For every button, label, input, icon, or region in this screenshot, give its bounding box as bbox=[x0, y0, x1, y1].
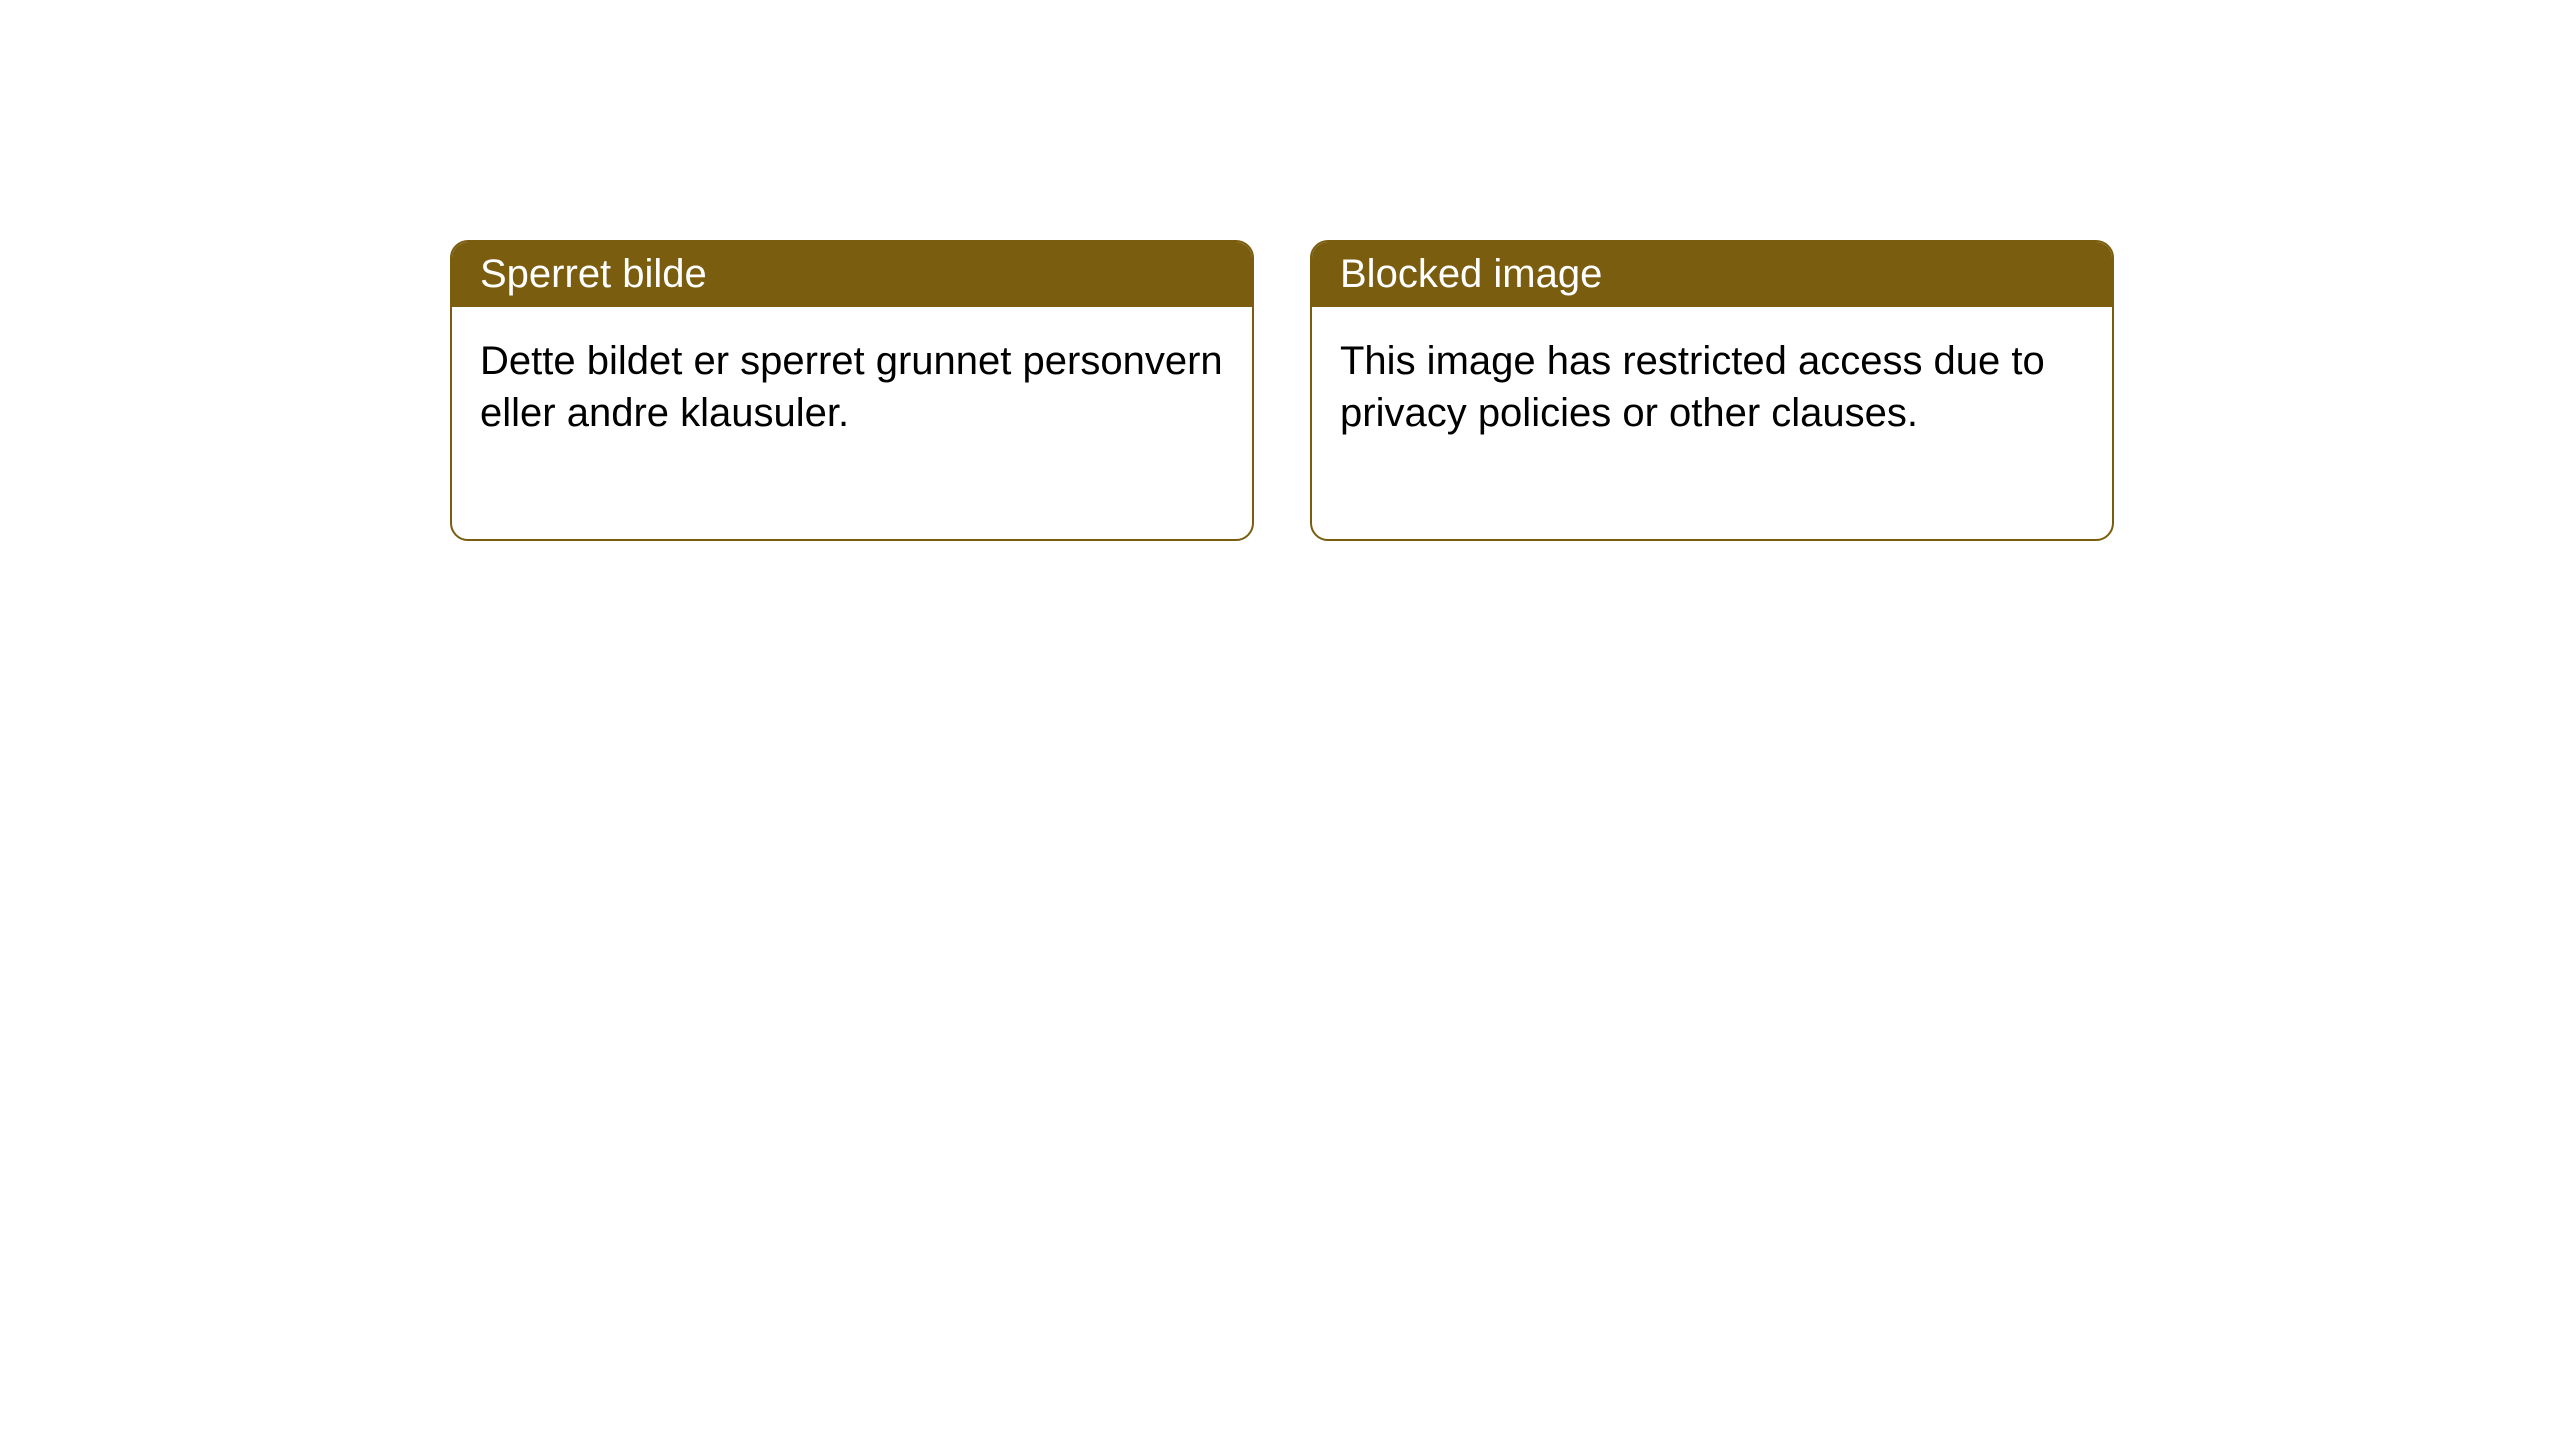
notice-body-norwegian: Dette bildet er sperret grunnet personve… bbox=[452, 307, 1252, 539]
notice-header-norwegian: Sperret bilde bbox=[452, 242, 1252, 307]
notice-header-english: Blocked image bbox=[1312, 242, 2112, 307]
notice-container: Sperret bilde Dette bildet er sperret gr… bbox=[450, 240, 2114, 541]
notice-card-english: Blocked image This image has restricted … bbox=[1310, 240, 2114, 541]
notice-body-english: This image has restricted access due to … bbox=[1312, 307, 2112, 539]
notice-card-norwegian: Sperret bilde Dette bildet er sperret gr… bbox=[450, 240, 1254, 541]
